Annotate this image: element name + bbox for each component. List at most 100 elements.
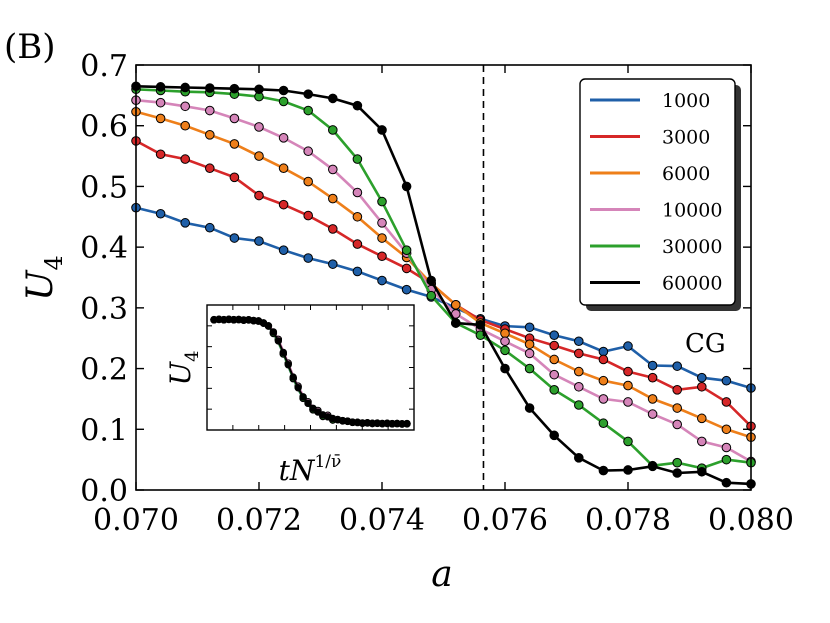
data-point [352,187,363,198]
data-point [229,172,240,183]
data-point [303,253,314,263]
data-point [229,139,240,149]
data-point [721,424,732,435]
inset: U4 tN1/ν̄ [164,304,415,487]
data-point [721,477,732,488]
data-point [155,149,166,160]
data-point [574,400,584,410]
legend-item-6000: 6000 [590,163,710,185]
data-point [254,190,264,201]
data-point [721,454,732,465]
data-point [352,239,363,249]
inset-data-point [309,404,317,412]
y-axis-title: U4 [20,255,68,301]
cg-annotation: CG [685,329,726,359]
data-point [328,164,338,175]
data-point [721,375,732,386]
data-point [549,430,560,441]
inset-data-point [264,322,273,330]
legend-box [579,78,736,306]
legend-item-60000: 60000 [590,273,722,295]
data-point [205,83,215,93]
data-point [647,372,658,383]
data-point [598,465,609,476]
data-point [451,318,461,328]
y-axis-title-main: U [20,269,61,301]
data-point [598,354,609,365]
legend: 1000 3000 6000 10000 30000 60000 [579,78,741,311]
data-point [254,236,264,246]
data-point [377,251,387,262]
data-point [574,348,584,359]
data-point [623,380,633,391]
inset-y-title-text: U4 [164,350,203,385]
data-point [205,130,215,140]
y-tick-label: 0.1 [80,413,128,448]
data-point [647,394,658,404]
data-point [328,125,338,135]
data-point [229,233,240,243]
data-point [647,360,658,371]
data-point [303,176,314,187]
data-point [205,163,215,174]
data-point [180,154,190,164]
data-point [500,363,510,374]
data-point [623,397,633,407]
data-point [401,245,412,255]
data-point [278,133,289,143]
inset-data-point [304,399,312,408]
inset-y-title: U4 [164,350,203,385]
data-point [475,320,486,330]
data-point [500,328,510,339]
x-axis-title: a [431,554,452,595]
data-point [574,453,584,463]
data-point [524,322,535,333]
data-point [303,146,314,157]
data-point [500,336,510,347]
data-point [598,418,609,429]
data-point [697,413,707,424]
data-point [574,336,584,347]
data-point [721,397,732,407]
data-point [524,348,535,359]
data-point [180,218,190,228]
x-tick-label: 0.080 [708,503,794,538]
data-point [328,224,338,234]
data-point [574,381,584,392]
data-point [549,330,560,340]
legend-item-10000: 10000 [590,200,722,222]
data-point [328,193,338,204]
data-point [697,436,707,447]
y-tick-label: 0.7 [80,49,128,84]
data-point [303,105,314,116]
data-point [672,419,683,430]
data-point [401,263,412,274]
inset-data-point [403,420,411,428]
plot-frame [135,64,752,491]
data-point [278,163,289,174]
data-point [401,284,412,295]
data-point [549,354,560,365]
data-point [377,196,387,207]
y-tick-label: 0.4 [80,231,128,266]
data-point [623,366,633,377]
data-point [278,245,289,255]
data-point [672,403,683,413]
data-point [500,345,510,356]
y-axis-title-sub: 4 [40,255,68,270]
data-point [524,339,535,350]
y-tick-label: 0.6 [80,110,128,145]
data-point [254,84,264,95]
data-point [426,275,437,286]
data-point [672,457,683,468]
data-point [647,461,658,472]
legend-label: 1000 [662,90,710,112]
data-point [598,394,609,404]
panel-label: (B) [4,27,56,67]
data-point [647,409,658,419]
data-point [180,82,190,93]
data-point [623,341,633,351]
data-point [303,89,314,99]
inset-x-title-main: tN [279,454,316,487]
data-point [426,290,437,301]
